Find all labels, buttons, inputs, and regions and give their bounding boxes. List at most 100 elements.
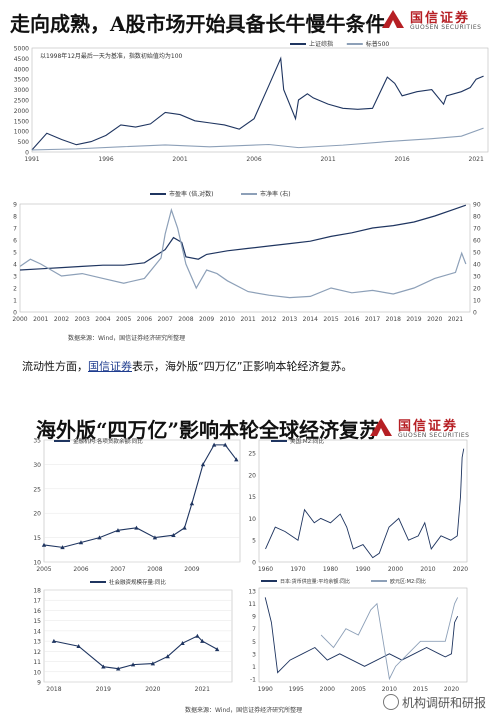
logo-name: 国信证券 (410, 11, 471, 26)
x-tick-label: 2007 (158, 316, 173, 323)
x-tick-label: 2007 (110, 566, 125, 573)
y-tick-label: 8 (13, 214, 17, 221)
y-tick-label: 0 (13, 310, 17, 317)
x-tick-label: 2010 (382, 686, 397, 693)
bottom-title: 海外版“四万亿”影响本轮全球经济复苏 (36, 418, 380, 442)
x-tick-label: 2009 (184, 566, 199, 573)
y-right-tick-label: 30 (473, 274, 481, 281)
data-point (165, 654, 170, 659)
y-tick-label: 10 (33, 669, 41, 676)
x-tick-label: 2017 (365, 316, 380, 323)
data-point (150, 661, 156, 666)
loan-growth-chart: 10 15 20 25 30 35 2005 2006 2007 2008 2009 金融机构:各项贷… (33, 437, 241, 573)
x-tick-label: 2005 (351, 686, 366, 693)
data-point (180, 640, 185, 645)
y-tick-label: 1500 (14, 118, 29, 125)
plot-frame (43, 439, 241, 563)
x-tick-label: 2020 (453, 566, 468, 573)
y-tick-label: 4 (13, 262, 17, 269)
series-line-0 (264, 597, 459, 674)
data-point (41, 542, 47, 547)
y-tick-label: 2000 (14, 108, 29, 115)
legend-label: 美国:M2:同比 (290, 437, 324, 445)
x-tick-label: 1995 (289, 686, 304, 693)
x-tick-label: 2009 (199, 316, 214, 323)
data-point (211, 442, 217, 447)
y-tick-label: 9 (13, 202, 17, 209)
y-tick-label: 5 (13, 250, 17, 257)
y-tick-label: 15 (248, 494, 256, 501)
series-line-0 (43, 444, 237, 548)
x-tick-label: 1970 (290, 566, 305, 573)
data-point (200, 638, 205, 643)
y-tick-label: 1000 (14, 129, 29, 136)
x-tick-label: 2000 (320, 686, 335, 693)
data-point (234, 457, 239, 462)
y-tick-label: 6 (13, 238, 17, 245)
x-tick-label: 2018 (386, 316, 401, 323)
x-tick-label: 2018 (46, 686, 61, 693)
x-tick-label: 2000 (12, 316, 27, 323)
x-tick-label: 2013 (282, 316, 297, 323)
x-tick-label: 2002 (54, 316, 69, 323)
x-tick-label: 2021 (195, 686, 210, 693)
x-tick-label: 2005 (116, 316, 131, 323)
y-tick-label: 0 (25, 150, 29, 157)
x-tick-label: 2015 (413, 686, 428, 693)
y-tick-label: 5 (252, 538, 256, 545)
x-tick-label: 2006 (246, 156, 261, 163)
x-tick-label: 2012 (261, 316, 276, 323)
y-tick-label: 10 (33, 560, 41, 567)
para-suffix: 表示，海外版“四万亿”正影响本轮经济复苏。 (132, 360, 353, 373)
data-point (152, 535, 158, 540)
chart-note: 以1998年12月最后一天为基准，指数初始值均为100 (40, 52, 183, 60)
data-point (130, 662, 136, 667)
y-right-tick-label: 60 (473, 238, 481, 245)
x-tick-label: 2008 (178, 316, 193, 323)
data-point (97, 535, 102, 540)
y-tick-label: 18 (33, 588, 41, 595)
bottom-panel: 海外版“四万亿”影响本轮全球经济复苏 国信证券 GUOSEN SECURITIE… (0, 408, 500, 724)
y-right-tick-label: 0 (473, 310, 477, 317)
guosen-link[interactable]: 国信证券 (88, 360, 132, 373)
y-right-tick-label: 90 (473, 202, 481, 209)
x-tick-label: 2003 (75, 316, 90, 323)
data-point (115, 528, 121, 533)
x-tick-label: 2021 (469, 156, 484, 163)
wechat-icon (382, 694, 399, 710)
data-point (171, 532, 176, 537)
y-tick-label: 17 (33, 598, 41, 605)
data-point (116, 666, 121, 671)
y-tick-label: 0 (252, 560, 256, 567)
y-tick-label: 2 (13, 286, 17, 293)
y-tick-label: 3000 (14, 87, 29, 94)
series-line-0 (265, 448, 465, 559)
logo-name: 国信证券 (398, 419, 459, 434)
para-prefix: 流动性方面， (22, 360, 88, 373)
y-tick-label: 13 (248, 589, 256, 596)
data-point (223, 442, 228, 447)
x-tick-label: 2001 (33, 316, 48, 323)
legend-label: 欧元区:M2:同比 (390, 578, 426, 585)
x-tick-label: 1980 (323, 566, 338, 573)
y-tick-label: 3500 (14, 77, 29, 84)
x-tick-label: 2010 (220, 316, 235, 323)
x-tick-label: 2006 (137, 316, 152, 323)
data-point (182, 525, 187, 530)
y-tick-label: 5 (252, 639, 256, 646)
data-point (134, 525, 139, 530)
y-tick-label: 1 (252, 664, 256, 671)
series-line-1 (320, 597, 459, 681)
y-tick-label: 3 (13, 274, 17, 281)
y-tick-label: 20 (248, 472, 256, 479)
x-tick-label: 2014 (303, 316, 318, 323)
x-tick-label: 2021 (448, 316, 463, 323)
tsf-chart: 9 10 11 12 13 14 15 16 17 18 2018 2019 2020 2021 社会融资规… (33, 578, 233, 693)
y-tick-label: 1 (13, 298, 17, 305)
y-tick-label: 12 (33, 649, 41, 656)
y-tick-label: 3 (252, 651, 256, 658)
legend-label: 日本:货币供应量:平均余额:同比 (280, 578, 350, 585)
y-tick-label: 15 (33, 535, 41, 542)
series-line-0 (19, 204, 467, 271)
